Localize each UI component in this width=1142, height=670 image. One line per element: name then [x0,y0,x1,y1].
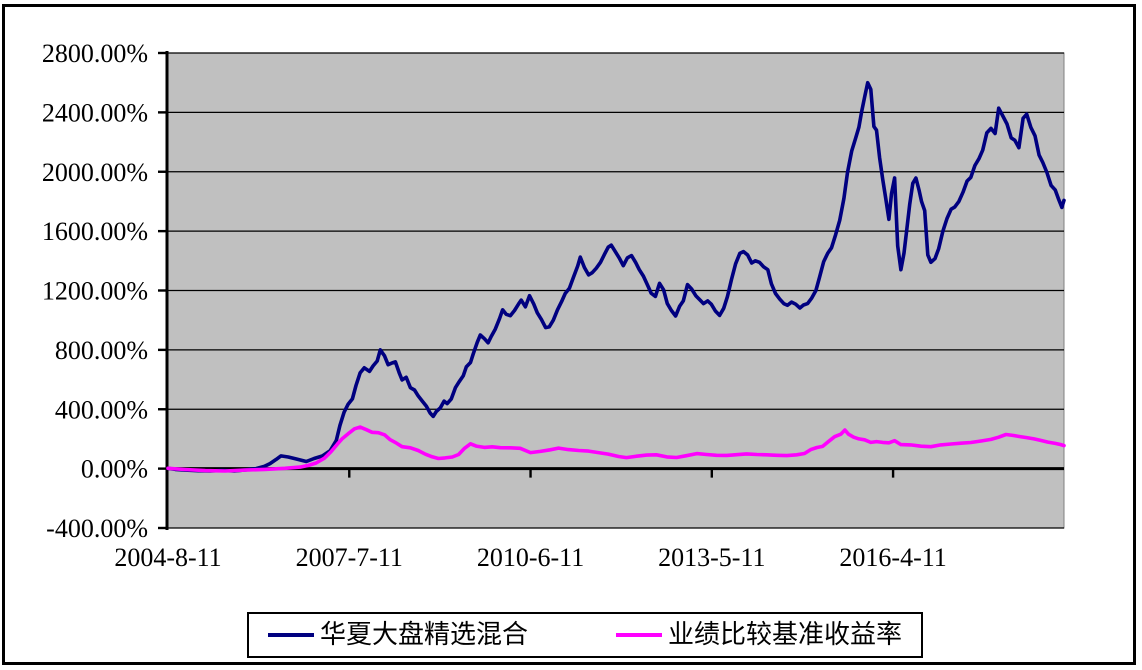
y-axis-tick-label: 1200.00% [42,277,148,306]
legend: 华夏大盘精选混合 业绩比较基准收益率 [247,612,923,658]
series1-line-swatch-icon [267,633,314,637]
series-line-2 [166,425,1066,473]
y-axis-tick-label: 0.00% [81,455,148,484]
legend-item-series1: 华夏大盘精选混合 [267,620,528,649]
y-axis-tick-label: 1600.00% [42,217,148,246]
x-axis-tick-label: 2007-7-11 [296,543,403,572]
series-line-1 [166,80,1066,473]
y-axis-tick-label: 800.00% [55,336,148,365]
figure-border [2,4,1136,665]
x-axis-tick-label: 2013-5-11 [658,543,765,572]
series2-line-swatch-icon [616,633,662,637]
y-axis-tick-label: 2000.00% [42,158,148,187]
series2-legend-label: 业绩比较基准收益率 [668,620,903,649]
legend-item-series2: 业绩比较基准收益率 [616,622,902,648]
x-axis-tick-label: 2016-4-11 [839,543,946,572]
x-axis-tick-label: 2010-6-11 [477,543,584,572]
y-axis-tick-label: 2800.00% [42,39,148,68]
y-axis-tick-label: 400.00% [55,395,148,424]
y-axis-tick-label: -400.00% [46,514,148,543]
series1-legend-label: 华夏大盘精选混合 [319,620,528,649]
x-axis-tick-label: 2004-8-11 [114,543,221,572]
y-axis-tick-label: 2400.00% [42,98,148,127]
